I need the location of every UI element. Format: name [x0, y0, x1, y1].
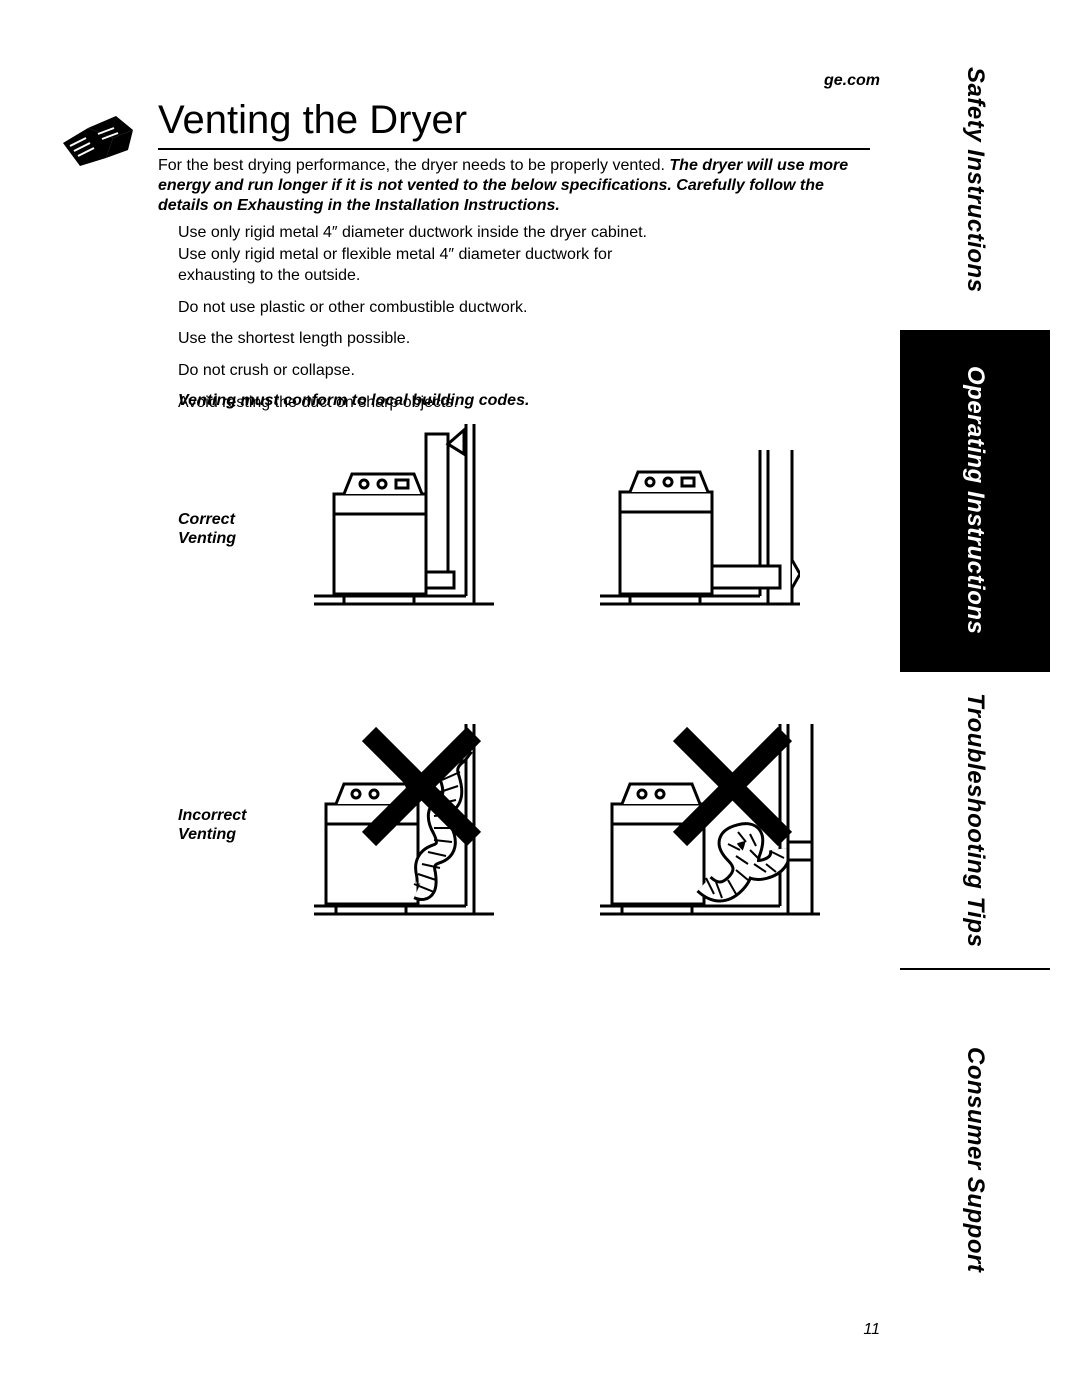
label-line: Correct — [178, 511, 235, 528]
diagram-incorrect-flex-crushed — [314, 724, 494, 924]
intro-plain: For the best drying performance, the dry… — [158, 157, 665, 174]
tab-troubleshooting-tips: Troubleshooting Tips — [900, 670, 1050, 970]
conform-note: Venting must conform to local building c… — [178, 392, 529, 410]
label-line: Venting — [178, 826, 236, 843]
section-tabs: Safety Instructions Operating Instructio… — [900, 30, 1050, 1350]
intro-paragraph: For the best drying performance, the dry… — [158, 156, 870, 216]
tab-consumer-support: Consumer Support — [900, 970, 1050, 1350]
diagram-correct-vent-back — [600, 450, 800, 614]
title-rule — [158, 148, 870, 150]
header-url: ge.com — [824, 72, 880, 90]
book-icon — [58, 108, 138, 178]
bullet-item: Do not crush or collapse. — [178, 360, 658, 382]
bullet-item: Use the shortest length possible. — [178, 328, 658, 350]
tab-label: Operating Instructions — [961, 366, 989, 634]
tab-operating-instructions: Operating Instructions — [900, 330, 1050, 670]
bullet-item: Use only rigid metal 4″ diameter ductwor… — [178, 222, 658, 287]
bullet-item: Do not use plastic or other combustible … — [178, 297, 658, 319]
page-number: 11 — [863, 1321, 880, 1339]
diagram-incorrect-flex-coiled — [600, 724, 820, 924]
page-title: Venting the Dryer — [158, 98, 467, 143]
label-correct-venting: Correct Venting — [178, 510, 236, 548]
tab-label: Safety Instructions — [961, 67, 989, 293]
tab-label: Consumer Support — [961, 1047, 989, 1272]
label-line: Incorrect — [178, 807, 246, 824]
tab-safety-instructions: Safety Instructions — [900, 30, 1050, 330]
label-line: Venting — [178, 530, 236, 547]
label-incorrect-venting: Incorrect Venting — [178, 806, 246, 844]
tab-label: Troubleshooting Tips — [961, 693, 989, 947]
diagram-correct-vent-up — [314, 424, 494, 614]
